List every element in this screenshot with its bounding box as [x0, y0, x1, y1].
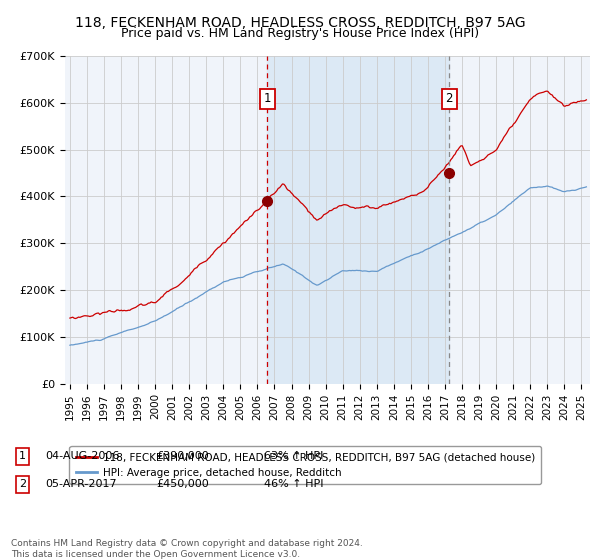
- Text: 2: 2: [445, 92, 453, 105]
- Text: £390,000: £390,000: [156, 451, 209, 461]
- Bar: [268, 56, 449, 384]
- Text: 05-APR-2017: 05-APR-2017: [45, 479, 116, 489]
- Text: 1: 1: [263, 92, 271, 105]
- Text: 2: 2: [19, 479, 26, 489]
- Text: 1: 1: [19, 451, 26, 461]
- Text: 46% ↑ HPI: 46% ↑ HPI: [264, 479, 323, 489]
- Legend: 118, FECKENHAM ROAD, HEADLESS CROSS, REDDITCH, B97 5AG (detached house), HPI: Av: 118, FECKENHAM ROAD, HEADLESS CROSS, RED…: [70, 446, 541, 484]
- Text: 118, FECKENHAM ROAD, HEADLESS CROSS, REDDITCH, B97 5AG: 118, FECKENHAM ROAD, HEADLESS CROSS, RED…: [74, 16, 526, 30]
- Text: Price paid vs. HM Land Registry's House Price Index (HPI): Price paid vs. HM Land Registry's House …: [121, 27, 479, 40]
- Text: £450,000: £450,000: [156, 479, 209, 489]
- Text: Contains HM Land Registry data © Crown copyright and database right 2024.
This d: Contains HM Land Registry data © Crown c…: [11, 539, 362, 559]
- Text: 63% ↑ HPI: 63% ↑ HPI: [264, 451, 323, 461]
- Text: 04-AUG-2006: 04-AUG-2006: [45, 451, 119, 461]
